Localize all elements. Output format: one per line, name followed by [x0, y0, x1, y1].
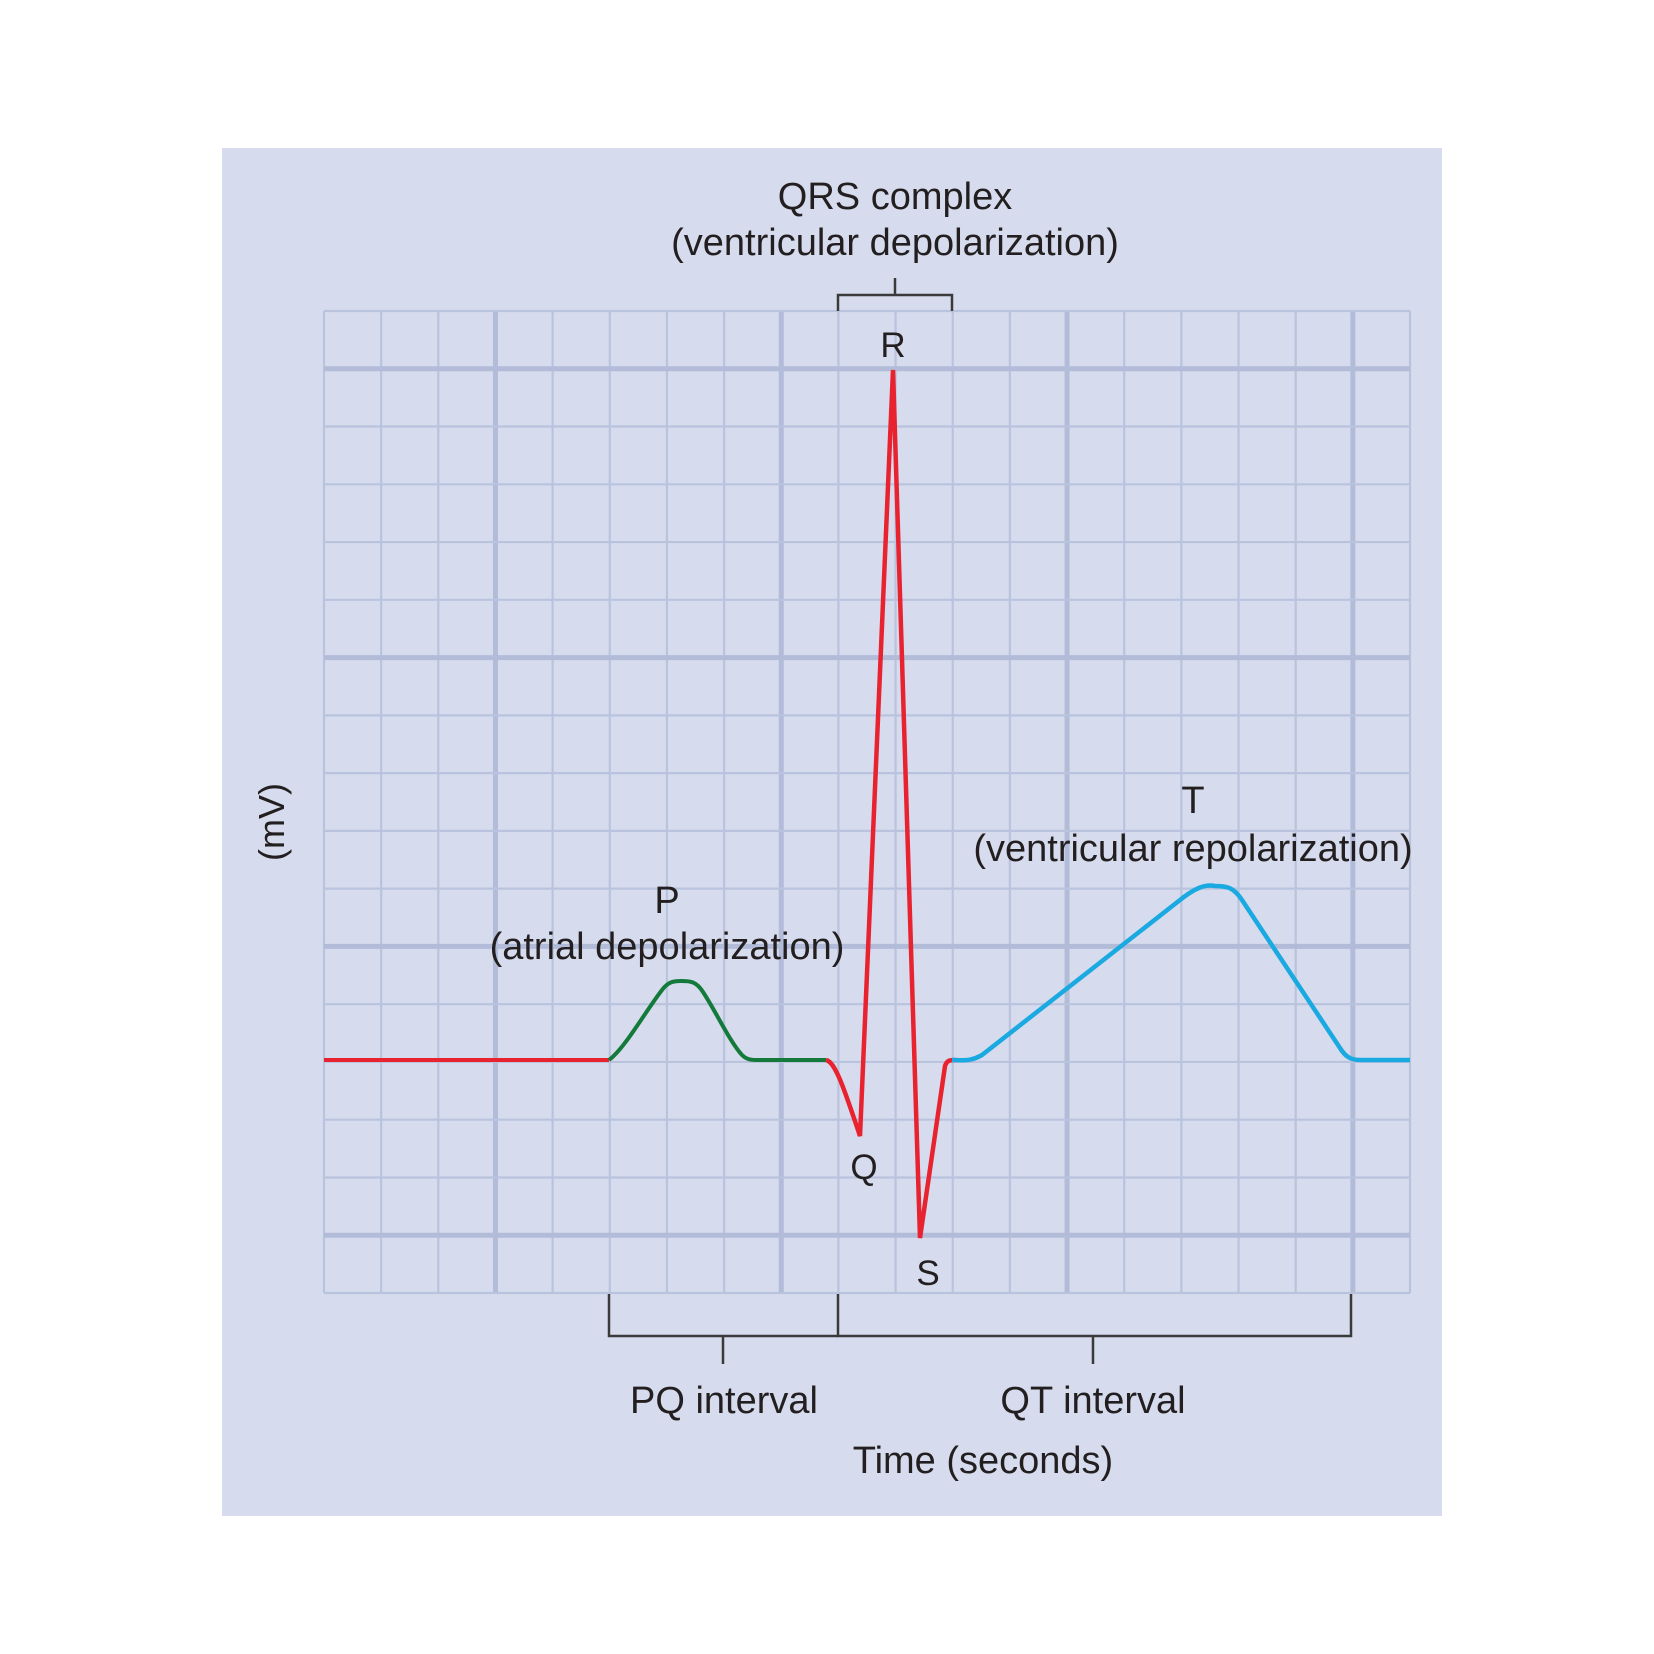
qrs-complex: [825, 369, 957, 1239]
p-wave: [607, 979, 826, 1062]
t-wave: [951, 883, 1410, 1063]
qt-interval-label: QT interval: [1000, 1380, 1186, 1422]
p-wave-title: P: [654, 880, 680, 922]
ecg-grid: [322, 309, 1412, 1295]
q-wave-label: Q: [850, 1148, 878, 1187]
qt-interval-bracket: [836, 1294, 1353, 1364]
p-wave-subtitle: (atrial depolarization): [489, 926, 845, 968]
t-wave-title: T: [1181, 780, 1205, 822]
s-wave-label: S: [916, 1254, 940, 1293]
pq-interval-bracket: [607, 1294, 838, 1364]
pq-interval-label: PQ interval: [630, 1380, 818, 1422]
y-axis-title: (mV): [251, 783, 292, 861]
qrs-bracket: [836, 278, 954, 311]
t-wave-subtitle: (ventricular repolarization): [973, 828, 1413, 870]
qrs-complex-title: QRS complex: [777, 176, 1013, 218]
x-axis-title: Time (seconds): [852, 1440, 1114, 1482]
r-wave-label: R: [880, 326, 906, 365]
qrs-complex-subtitle: (ventricular depolarization): [671, 222, 1119, 264]
